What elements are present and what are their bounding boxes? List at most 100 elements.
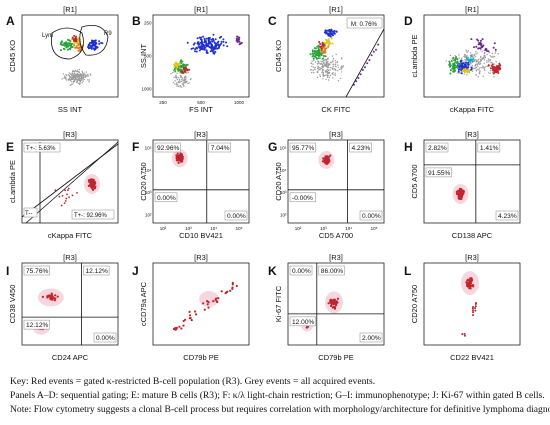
grey-event <box>320 62 323 64</box>
green-event <box>71 46 74 48</box>
blue-event <box>225 41 227 44</box>
blue-event <box>196 37 199 40</box>
orange-event <box>75 46 78 49</box>
r3-event <box>53 299 57 302</box>
r3-event <box>336 297 340 300</box>
grey-event <box>472 55 474 57</box>
r3-event <box>183 68 185 70</box>
grey-event <box>331 55 334 57</box>
grey-event <box>474 59 476 61</box>
grey-event <box>331 61 333 64</box>
r3-event <box>179 153 182 157</box>
grey-event <box>310 62 313 65</box>
r3-event <box>220 290 223 293</box>
r3-event <box>176 157 179 160</box>
grey-event <box>326 66 328 68</box>
grey-event <box>322 74 325 76</box>
r3-event <box>318 41 321 43</box>
grey-event <box>77 78 79 80</box>
grey-event <box>183 76 186 78</box>
grey-event <box>79 83 81 85</box>
yellow-event <box>465 69 467 72</box>
grey-event <box>82 74 84 76</box>
blue-event <box>331 32 333 35</box>
grey-event <box>174 80 176 82</box>
r3-event <box>489 67 492 70</box>
event-dots <box>452 183 469 204</box>
panel-h: H [R3] CD138 APC CD5 A700 2.82% 1.41% 91.55% 4.… <box>404 130 521 240</box>
x-tick-label: 10³ <box>185 226 192 231</box>
purple-event <box>494 48 497 51</box>
event-dots <box>54 174 100 207</box>
x-axis-label: FS INT <box>189 105 213 114</box>
panel-letter: D <box>404 14 413 28</box>
quadrant-percentage: 0.00% <box>227 213 246 220</box>
green-event <box>317 51 320 54</box>
y-axis-label: CD20 A750 <box>139 162 148 200</box>
purple-event <box>377 43 380 46</box>
grey-event <box>87 79 89 81</box>
purple-event <box>238 43 241 46</box>
grey-event <box>488 72 490 74</box>
grey-event <box>68 72 71 74</box>
green-event <box>449 72 452 75</box>
x-axis-label: CK FITC <box>321 105 351 114</box>
green-event <box>317 53 320 56</box>
y-axis-label: CD20 A750 <box>274 162 283 200</box>
grey-event <box>74 77 77 80</box>
grey-event <box>325 60 327 62</box>
r3-event <box>180 327 183 330</box>
grey-event <box>73 70 75 73</box>
plot-frame <box>152 14 250 98</box>
grey-event <box>467 50 470 52</box>
blue-event <box>192 47 195 50</box>
grey-event <box>326 73 328 75</box>
grey-event <box>68 78 70 80</box>
grey-event <box>80 75 82 77</box>
grey-event <box>474 56 476 58</box>
purple-event <box>479 47 482 50</box>
r3-event <box>61 194 64 197</box>
blue-event <box>217 44 220 47</box>
grey-event <box>76 81 78 83</box>
r3-event <box>469 285 472 288</box>
annotation-box <box>23 207 38 218</box>
grey-event <box>332 60 334 62</box>
annotation-lambda-pos: T+-: 5.63% <box>26 146 56 152</box>
purple-event <box>485 48 488 51</box>
r9-gate-outline <box>79 24 109 56</box>
grey-event <box>490 56 492 58</box>
green-event <box>316 45 319 48</box>
r3-event <box>60 204 63 207</box>
annotation-m: M: 0.76% <box>351 21 378 28</box>
grey-event <box>481 50 483 53</box>
blue-event <box>87 47 90 50</box>
r3-event <box>71 194 74 197</box>
r3-event <box>188 310 191 313</box>
grey-event <box>309 69 312 71</box>
grey-event <box>323 59 325 62</box>
quadrant-label-box <box>318 265 345 276</box>
yellow-event <box>174 64 177 67</box>
grey-event <box>317 71 319 74</box>
grey-event <box>318 66 320 69</box>
grey-event <box>488 52 490 54</box>
quadrant-percentage: 2.82% <box>428 145 447 152</box>
blue-event <box>198 43 201 46</box>
r3-event <box>327 161 330 164</box>
grey-event <box>80 76 83 78</box>
blue-event <box>214 42 217 45</box>
blue-event <box>457 70 460 73</box>
yellow-event <box>327 44 330 47</box>
r3-event <box>472 311 474 314</box>
grey-event <box>75 70 77 73</box>
r3-event <box>50 298 54 301</box>
r3-event <box>212 300 215 303</box>
purple-event <box>477 47 480 50</box>
r3-event <box>71 36 74 39</box>
r3-event <box>329 298 332 301</box>
grey-event <box>326 75 328 77</box>
green-event <box>320 54 323 57</box>
grey-event <box>481 58 483 60</box>
event-dots <box>171 149 188 168</box>
